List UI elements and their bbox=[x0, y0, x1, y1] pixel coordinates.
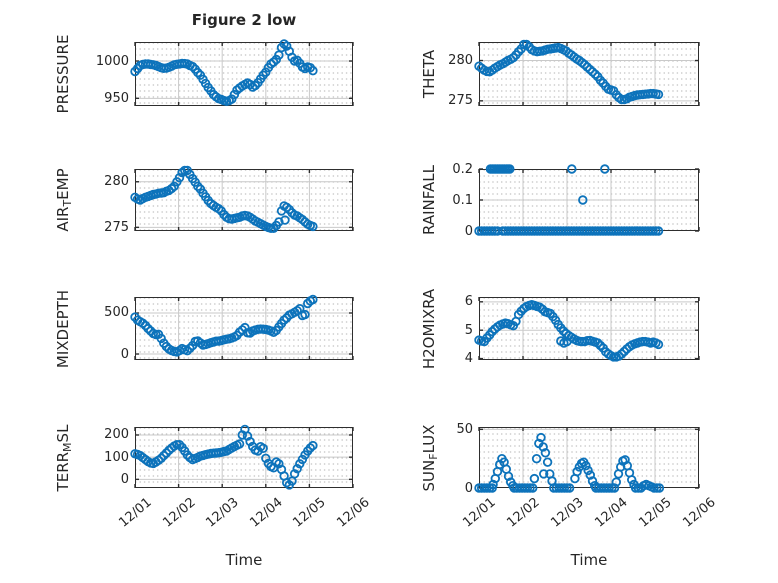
y-axis-label-text: PRESSURE bbox=[54, 34, 72, 114]
y-axis-label-text: SL bbox=[54, 424, 72, 442]
y-tick-label: 275 bbox=[448, 93, 473, 109]
y-axis-label-subscript: F bbox=[427, 452, 440, 460]
y-axis-label-text: SUN bbox=[420, 459, 438, 491]
y-tick-label: 0 bbox=[120, 346, 129, 362]
y-tick-label: 0 bbox=[464, 480, 473, 496]
y-axis-label-subscript: M bbox=[61, 441, 74, 452]
y-axis-label-subscript: T bbox=[61, 199, 74, 207]
y-axis-label-pressure: PRESSURE bbox=[54, 35, 72, 114]
y-tick-label: 200 bbox=[104, 427, 129, 443]
y-axis-label-text: AIR bbox=[54, 206, 72, 232]
y-tick-label: 0.2 bbox=[452, 161, 473, 177]
x-axis-title-right: Time bbox=[570, 551, 608, 569]
subplot-mixdepth bbox=[135, 297, 353, 360]
y-tick-label: 100 bbox=[104, 449, 129, 465]
y-axis-label-theta: THETA bbox=[420, 50, 438, 98]
y-axis-label-terr_msl: TERRMSL bbox=[54, 424, 74, 491]
y-tick-label: 275 bbox=[104, 219, 129, 235]
subplot-terr_msl bbox=[135, 427, 353, 488]
y-tick-label: 1000 bbox=[95, 53, 129, 69]
y-axis-label-text: LUX bbox=[420, 424, 438, 453]
y-axis-label-text: TERR bbox=[54, 451, 72, 491]
y-tick-label: 6 bbox=[464, 294, 473, 310]
y-axis-label-h2omixra: H2OMIXRA bbox=[420, 288, 438, 368]
y-axis-label-text: THETA bbox=[420, 49, 438, 99]
y-tick-label: 4 bbox=[464, 351, 473, 367]
subplot-h2omixra bbox=[479, 297, 699, 360]
y-tick-label: 0 bbox=[464, 223, 473, 239]
subplot-sun_flux bbox=[479, 427, 699, 488]
y-tick-label: 500 bbox=[104, 305, 129, 321]
y-axis-label-rainfall: RAINFALL bbox=[420, 165, 438, 235]
y-axis-label-mixdepth: MIXDEPTH bbox=[54, 289, 72, 367]
x-axis-title-left: Time bbox=[225, 551, 263, 569]
subplot-air_temp bbox=[135, 169, 353, 231]
subplot-theta bbox=[479, 42, 699, 106]
y-tick-label: 0.1 bbox=[452, 192, 473, 208]
y-axis-label-text: EMP bbox=[54, 168, 72, 200]
subplot-rainfall bbox=[479, 169, 699, 231]
y-tick-label: 950 bbox=[104, 90, 129, 106]
y-axis-label-text: MIXDEPTH bbox=[54, 289, 72, 368]
subplot-pressure bbox=[135, 42, 353, 106]
y-tick-label: 50 bbox=[456, 421, 473, 437]
y-axis-label-text: RAINFALL bbox=[420, 165, 438, 235]
figure-title: Figure 2 low bbox=[191, 11, 297, 29]
y-axis-label-text: H2OMIXRA bbox=[420, 288, 438, 369]
y-tick-label: 280 bbox=[448, 53, 473, 69]
y-axis-label-sun_flux: SUNFLUX bbox=[420, 424, 440, 491]
y-tick-label: 5 bbox=[464, 322, 473, 338]
y-axis-label-air_temp: AIRTEMP bbox=[54, 168, 74, 232]
y-tick-label: 280 bbox=[104, 174, 129, 190]
y-tick-label: 0 bbox=[120, 471, 129, 487]
